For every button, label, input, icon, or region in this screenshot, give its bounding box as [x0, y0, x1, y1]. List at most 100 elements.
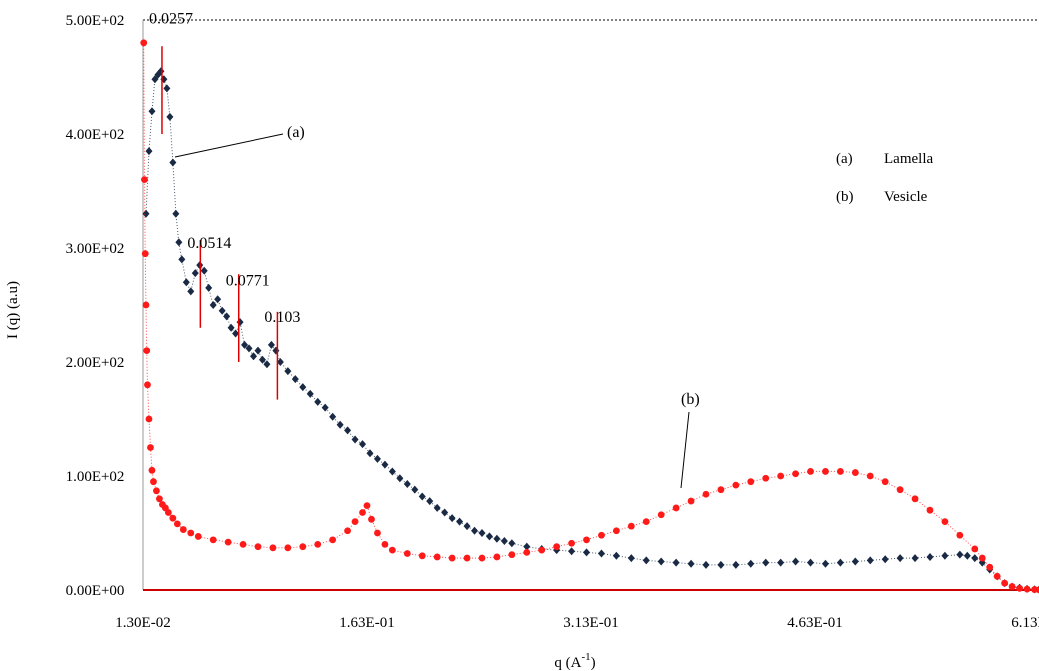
series-a-point: [336, 420, 344, 429]
series-a-point: [227, 323, 235, 332]
series-a-point: [214, 295, 222, 304]
series-a-point: [747, 559, 755, 568]
series-a-point: [284, 367, 292, 376]
series-b-point: [344, 527, 351, 535]
series-a-point: [163, 84, 171, 93]
series-b-point: [993, 572, 1001, 580]
series-a-point: [191, 269, 199, 278]
series-a-point: [388, 467, 396, 476]
series-b-point: [433, 553, 441, 561]
y-tick-label: 2.00E+02: [66, 355, 125, 371]
series-b-point: [1008, 583, 1016, 590]
series-b-point: [1023, 585, 1031, 593]
series-b-point: [986, 563, 994, 571]
series-a-point: [250, 352, 258, 361]
annotation-b-label: (b): [681, 391, 700, 408]
series-a-point: [232, 329, 240, 338]
y-tick-label: 3.00E+02: [66, 241, 125, 257]
legend: (a) Lamella (b) Vesicle: [836, 151, 933, 205]
series-b-point: [143, 347, 151, 354]
series-a-point: [463, 522, 471, 531]
series-b-point: [194, 533, 202, 540]
series-b-point: [762, 474, 770, 482]
series-b-point: [141, 250, 149, 258]
series-a-point: [254, 346, 262, 355]
series-b-point: [836, 468, 844, 475]
series-b-point: [140, 39, 148, 47]
annotations-layer: (a) (b) (a) Lamella (b) Vesicle I (q) (a…: [5, 10, 933, 671]
series-a-point: [911, 554, 919, 563]
series-b-point: [792, 470, 799, 478]
series-b-point: [478, 554, 486, 562]
series-b-point: [598, 531, 605, 539]
series-a-point: [687, 559, 695, 568]
series-a-point: [717, 560, 725, 569]
series-a-point: [344, 426, 352, 435]
series-a-point: [485, 532, 493, 541]
series-b-point: [978, 554, 986, 562]
series-b-point: [299, 543, 307, 551]
series-a-point: [403, 479, 411, 488]
series-b-point: [209, 536, 217, 544]
axes: 0.00E+00 1.00E+02 2.00E+02 3.00E+02 4.00E+02…: [66, 13, 1039, 631]
series-b-point: [1035, 586, 1039, 594]
x-tick-label: 4.63E-01: [787, 615, 842, 631]
series-a-line: [145, 70, 1039, 591]
series-b-point: [388, 546, 396, 554]
series-a-point: [956, 550, 964, 559]
series-a-point: [471, 526, 479, 535]
series-b-point: [941, 518, 949, 525]
series-a-point: [178, 255, 186, 264]
series-a-point: [182, 278, 190, 287]
annotation-a-label: (a): [287, 124, 305, 141]
series-a-point: [142, 209, 150, 218]
series-a-point: [508, 539, 516, 548]
series-a-point: [351, 435, 359, 444]
series-b-point: [314, 541, 322, 548]
series-b-point: [403, 550, 411, 557]
series-a-point: [241, 340, 249, 349]
y-tick-label: 0.00E+00: [66, 583, 125, 599]
series-a-point: [299, 383, 307, 392]
series-b-point: [971, 545, 979, 553]
x-tick-label: 6.13E-01: [1011, 615, 1039, 631]
series-b-point: [156, 495, 163, 503]
y-tick-label: 1.00E+02: [66, 469, 125, 485]
peak-label: 0.103: [264, 309, 300, 326]
series-a-point: [493, 534, 501, 543]
legend-label-vesicle: Vesicle: [884, 189, 928, 205]
series-a-point: [583, 548, 591, 557]
series-a-point: [218, 306, 226, 315]
series-b-point: [672, 504, 680, 512]
series-vesicle: [140, 39, 1039, 594]
series-a-point: [597, 549, 605, 558]
series-b-point: [239, 541, 247, 548]
series-b-point: [187, 529, 195, 537]
series-b-point: [612, 527, 620, 535]
series-b-point: [642, 518, 650, 525]
series-a-point: [187, 287, 195, 296]
y-tick-label: 4.00E+02: [66, 127, 125, 143]
series-b-point: [657, 511, 665, 519]
series-a-point: [166, 112, 174, 121]
legend-key-a: (a): [836, 151, 853, 167]
series-a-point: [926, 552, 934, 561]
series-a-point: [291, 375, 299, 384]
series-b-point: [269, 544, 277, 552]
series-b-point: [351, 518, 359, 525]
series-a-point: [456, 517, 464, 526]
series-a-point: [448, 514, 456, 523]
series-a-point: [702, 560, 710, 569]
series-a-point: [941, 551, 949, 560]
series-b-point: [147, 444, 154, 451]
series-b-point: [169, 514, 177, 522]
series-b-point: [173, 520, 181, 528]
series-a-point: [433, 503, 441, 512]
series-b-point: [896, 486, 904, 494]
series-a-point: [306, 389, 314, 398]
series-b-point: [508, 551, 516, 559]
series-a-point: [172, 209, 180, 218]
series-a-point: [396, 474, 404, 483]
series-b-point: [368, 515, 375, 523]
